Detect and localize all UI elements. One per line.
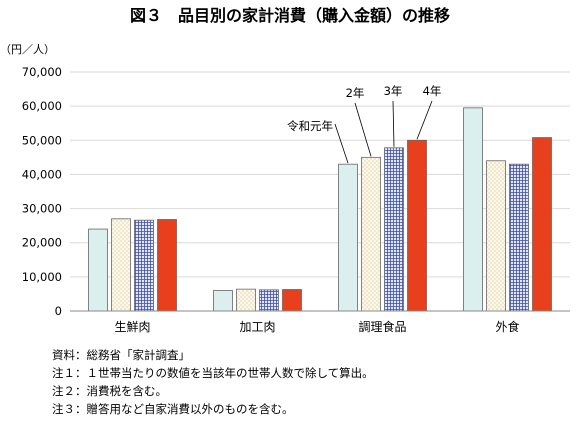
bar [338,163,358,312]
x-tick-label: 加工肉 [239,320,275,334]
bar [134,219,154,312]
bar [282,289,302,312]
bar [486,160,506,312]
source-note: 資料：総務省「家計調査」 [52,348,190,362]
y-tick-label: 60,000 [22,99,62,113]
leader-line [334,123,349,164]
bar [407,139,427,312]
bar [111,218,131,312]
bar [157,219,177,312]
y-tick-label: 20,000 [22,236,62,250]
y-tick-label: 70,000 [22,65,62,79]
note-2: 注２：消費税を含む。 [52,384,167,398]
bar [532,137,552,312]
x-tick-label: 生鮮肉 [114,320,150,334]
bar [236,288,256,312]
series-label: 4年 [423,84,442,98]
bar [88,228,108,312]
series-label: 2年 [346,86,365,100]
series-label: 3年 [384,84,403,98]
y-tick-label: 0 [55,304,62,318]
leader-line [392,100,395,147]
y-tick-label: 30,000 [22,202,62,216]
bar-chart: 図３ 品目別の家計消費（購入金額）の推移 （円／人） 0 10,000 20,000… [0,6,570,334]
notes-block: 資料：総務省「家計調査」 注１：１世帯当たりの数値を当該年の世帯人数で除して算出… [52,346,572,418]
x-tick-label: 調理食品 [358,319,406,334]
bar [361,156,381,312]
note-1: 注１：１世帯当たりの数値を当該年の世帯人数で除して算出。 [52,366,374,380]
note-3: 注３：贈答用など自家消費以外のものを含む。 [52,402,294,416]
y-axis-unit-label: （円／人） [0,43,55,56]
bar [509,163,529,312]
bar [463,107,483,312]
bar [213,290,233,312]
bar [384,147,404,312]
y-tick-label: 50,000 [22,133,62,147]
bar [259,289,279,312]
y-tick-label: 10,000 [22,270,62,284]
chart-title: 図３ 品目別の家計消費（購入金額）の推移 [130,6,450,25]
series-label: 令和元年 [287,119,333,133]
x-tick-label: 外食 [495,319,519,334]
leader-line [416,100,433,140]
leader-line [354,102,372,157]
y-tick-label: 40,000 [22,167,62,181]
